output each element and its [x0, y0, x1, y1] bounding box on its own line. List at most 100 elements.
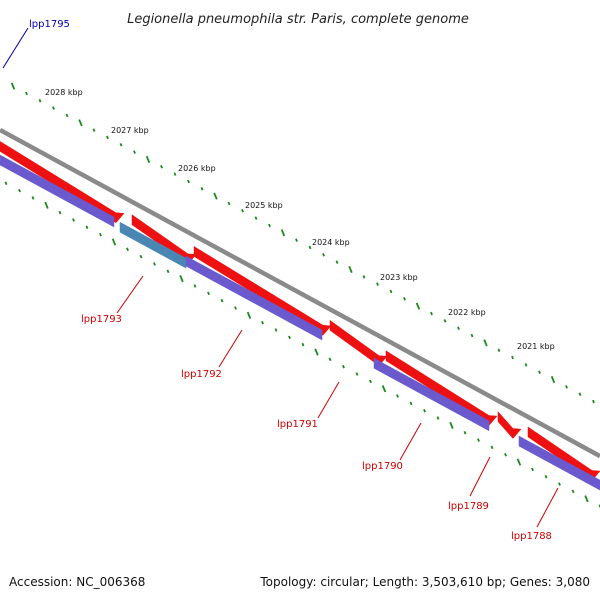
minor-tick [423, 408, 426, 413]
leader-line [469, 456, 491, 497]
minor-tick [234, 306, 237, 310]
minor-tick [335, 260, 339, 264]
gene-forward-3[interactable] [193, 245, 332, 336]
gene-labels: lpp1795 lpp1793 lpp1792 lpp1791 lpp1790 lpp17… [29, 19, 552, 542]
minor-tick [52, 106, 55, 110]
minor-tick [477, 438, 480, 442]
leader-line [536, 487, 559, 528]
gene-forward-5[interactable] [385, 350, 498, 426]
minor-tick [133, 150, 136, 154]
gene-reverse-1[interactable] [0, 152, 115, 228]
major-tick [314, 348, 319, 356]
minor-tick [166, 269, 170, 274]
minor-tick [38, 98, 42, 103]
minor-tick [227, 201, 231, 206]
minor-tick [504, 452, 507, 457]
gene-label-lpp1793[interactable]: lpp1793 [81, 314, 122, 325]
gene-reverse-3[interactable] [373, 357, 490, 432]
minor-tick [396, 394, 399, 398]
minor-tick [355, 372, 359, 376]
minor-tick [25, 91, 28, 96]
minor-tick [261, 320, 264, 325]
gene-forward-4[interactable] [329, 319, 388, 367]
minor-tick [18, 188, 21, 193]
minor-tick [430, 311, 433, 316]
minor-tick [436, 416, 440, 420]
gene-forward-6[interactable] [497, 411, 522, 439]
kbp-label: 2021 kbp [517, 342, 555, 351]
gene-forward-7[interactable] [527, 426, 600, 481]
major-tick [44, 201, 49, 209]
kbp-labels: 2028 kbp 2027 kbp 2026 kbp 2025 kbp 2024 kbp… [45, 88, 555, 351]
gene-tracks [0, 138, 600, 491]
major-tick [179, 275, 184, 283]
gene-reverse-highlight[interactable] [119, 221, 187, 269]
minor-tick [369, 379, 372, 384]
gene-reverse-2[interactable] [185, 255, 323, 341]
minor-tick [220, 298, 224, 303]
minor-tick [544, 474, 548, 479]
major-tick [415, 302, 421, 310]
minor-tick [511, 355, 514, 360]
major-tick [213, 192, 218, 200]
minor-tick [301, 342, 305, 347]
minor-tick [342, 364, 345, 369]
minor-tick [376, 282, 379, 286]
kbp-label: 2022 kbp [448, 308, 486, 317]
minor-tick [65, 113, 69, 118]
minor-tick [322, 253, 325, 257]
gene-label-lpp1788[interactable]: lpp1788 [511, 531, 552, 542]
minor-tick [119, 143, 123, 147]
minor-tick [490, 445, 494, 450]
minor-tick [457, 326, 460, 330]
minor-tick [565, 385, 568, 389]
gene-label-lpp1792[interactable]: lpp1792 [181, 369, 222, 380]
kbp-label: 2024 kbp [312, 238, 350, 247]
major-tick [449, 421, 454, 429]
minor-tick [592, 399, 595, 404]
major-tick [483, 339, 488, 347]
genome-backbone [0, 128, 600, 459]
minor-tick [274, 328, 278, 332]
major-tick [348, 265, 353, 274]
minor-tick [362, 275, 366, 279]
leader-line [218, 329, 243, 368]
minor-tick [72, 218, 75, 222]
minor-tick [173, 172, 177, 176]
major-tick [516, 458, 522, 466]
kbp-label: 2025 kbp [245, 201, 283, 210]
minor-tick [187, 179, 190, 184]
minor-tick [153, 262, 156, 266]
minor-tick [308, 245, 312, 250]
major-tick [550, 375, 556, 384]
minor-tick [531, 467, 534, 472]
gene-forward-1[interactable] [0, 138, 125, 224]
leader-line [399, 422, 422, 461]
minor-tick [106, 135, 109, 140]
minor-tick [85, 225, 89, 230]
minor-tick [31, 196, 35, 200]
minor-tick [288, 335, 291, 340]
major-tick [584, 495, 589, 503]
minor-tick [571, 489, 575, 494]
minor-tick [409, 401, 413, 406]
gene-label-lpp1791[interactable]: lpp1791 [277, 419, 318, 430]
gene-reverse-4[interactable] [518, 435, 600, 491]
minor-tick [58, 210, 62, 215]
minor-tick [92, 128, 96, 132]
minor-tick [524, 363, 528, 367]
minor-tick [139, 254, 143, 259]
backbone-line [0, 128, 600, 459]
gene-label-lpp1789[interactable]: lpp1789 [448, 501, 489, 512]
major-tick [246, 311, 252, 319]
gene-label-lpp1795[interactable]: lpp1795 [29, 19, 70, 30]
minor-tick [241, 209, 244, 213]
minor-tick [538, 370, 541, 374]
leader-line [116, 275, 144, 314]
gene-label-leaders [2, 27, 559, 528]
minor-tick [389, 289, 393, 294]
minor-tick [268, 223, 271, 228]
gene-label-lpp1790[interactable]: lpp1790 [362, 461, 403, 472]
minor-tick [160, 165, 163, 169]
